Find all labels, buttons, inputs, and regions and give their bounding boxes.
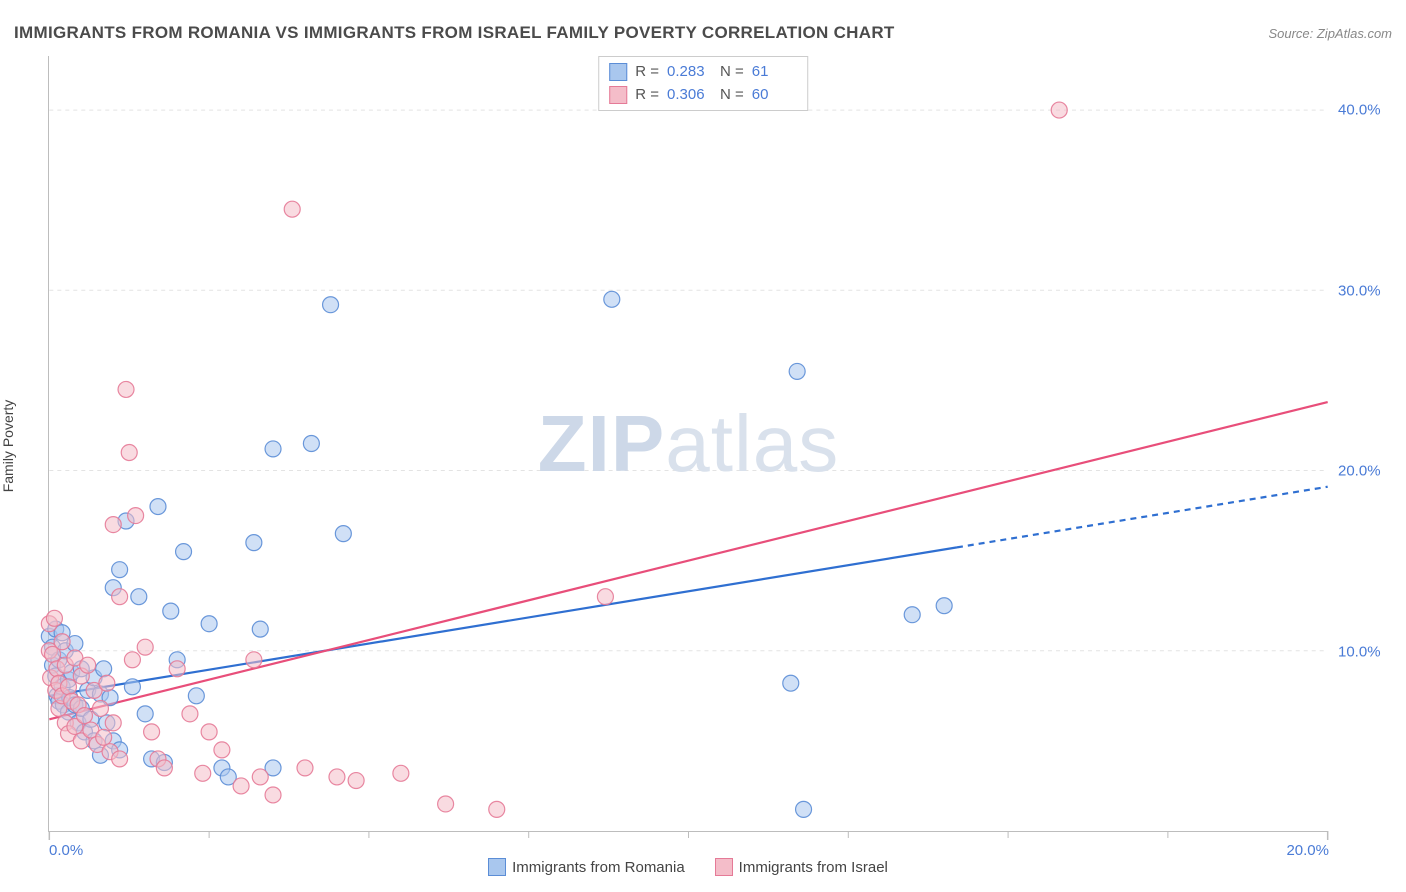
legend-item-israel: Immigrants from Israel <box>715 858 888 876</box>
source-label: Source: ZipAtlas.com <box>1268 26 1392 41</box>
n-value-israel: 60 <box>752 84 797 107</box>
x-tick-label: 0.0% <box>49 842 83 859</box>
legend-swatch-israel <box>715 858 733 876</box>
chart-title: IMMIGRANTS FROM ROMANIA VS IMMIGRANTS FR… <box>14 23 895 43</box>
scatter-chart <box>49 56 1328 831</box>
legend-stats-row: R = 0.306 N = 60 <box>609 84 797 107</box>
legend-stats-row: R = 0.283 N = 61 <box>609 61 797 84</box>
legend-stats: R = 0.283 N = 61 R = 0.306 N = 60 <box>598 56 808 111</box>
x-tick-label: 20.0% <box>1286 842 1329 859</box>
r-value-romania: 0.283 <box>667 61 712 84</box>
legend-label: Immigrants from Israel <box>739 859 888 876</box>
y-tick-label: 30.0% <box>1338 282 1398 299</box>
y-tick-label: 10.0% <box>1338 643 1398 660</box>
r-value-israel: 0.306 <box>667 84 712 107</box>
n-value-romania: 61 <box>752 61 797 84</box>
n-label: N = <box>720 61 744 84</box>
r-label: R = <box>635 84 659 107</box>
legend-swatch-romania <box>488 858 506 876</box>
legend-swatch-israel <box>609 86 627 104</box>
legend-series: Immigrants from Romania Immigrants from … <box>48 858 1328 876</box>
plot-area: ZIPatlas 10.0%20.0%30.0%40.0%0.0%20.0% <box>48 56 1328 832</box>
n-label: N = <box>720 84 744 107</box>
legend-item-romania: Immigrants from Romania <box>488 858 685 876</box>
legend-label: Immigrants from Romania <box>512 859 685 876</box>
legend-swatch-romania <box>609 63 627 81</box>
y-tick-label: 40.0% <box>1338 102 1398 119</box>
y-tick-label: 20.0% <box>1338 463 1398 480</box>
r-label: R = <box>635 61 659 84</box>
y-axis-label: Family Poverty <box>0 400 16 493</box>
